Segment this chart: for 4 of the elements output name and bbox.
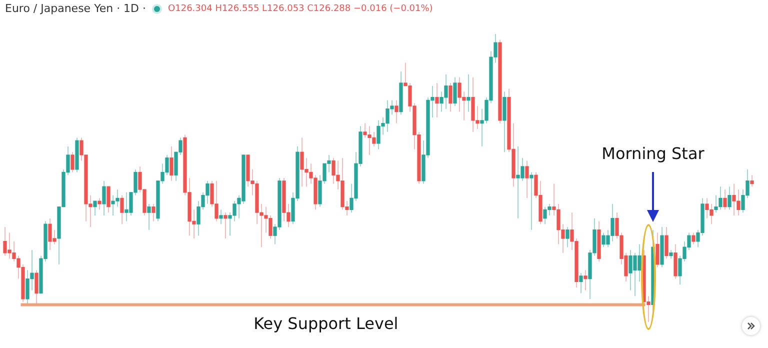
chart-title: Euro / Japanese Yen · 1D · <box>5 2 146 15</box>
annotation: Morning Star <box>600 144 706 163</box>
ref-line-label: Key Support Level <box>254 314 398 333</box>
chart-subtitle: O126.304 H126.555 L126.053 C126.288 −0.016 (−0.01%) <box>168 4 433 14</box>
